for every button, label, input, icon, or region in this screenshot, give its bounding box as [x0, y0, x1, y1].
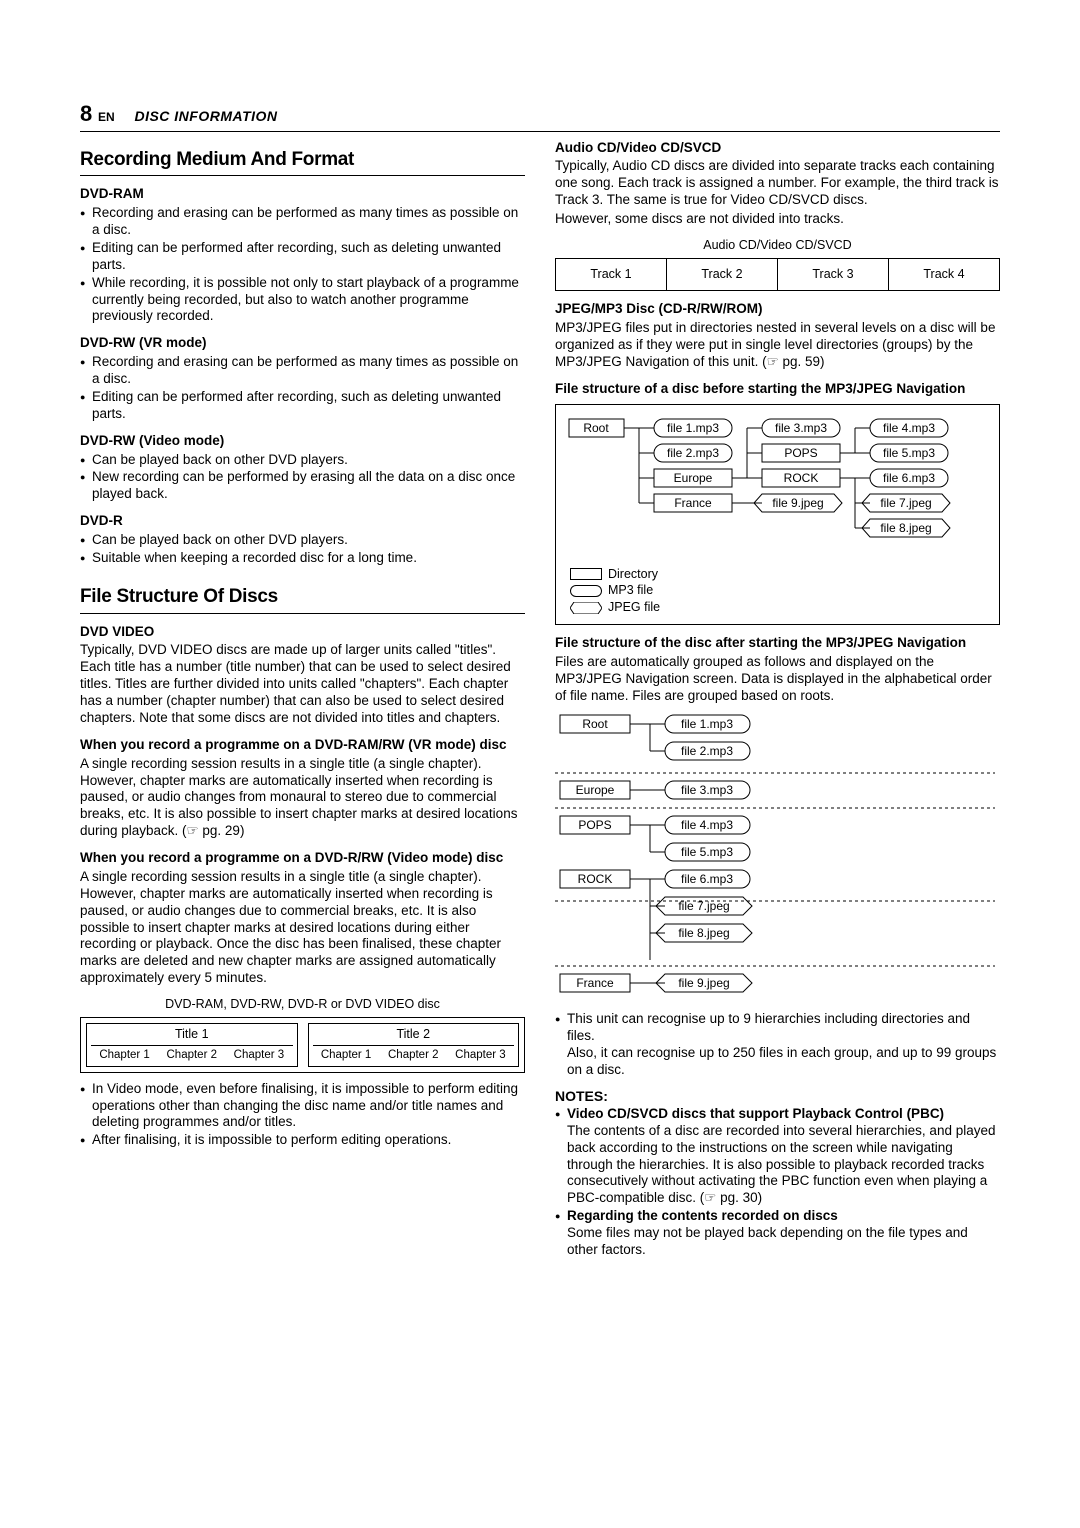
chapter-label: Chapter 2 [380, 1045, 447, 1062]
svg-text:file 2.mp3: file 2.mp3 [681, 744, 733, 758]
svg-text:file 2.mp3: file 2.mp3 [667, 446, 719, 460]
audio-body1: Typically, Audio CD discs are divided in… [555, 158, 1000, 209]
chapter-label: Chapter 3 [447, 1045, 514, 1062]
track-label: Track 1 [556, 259, 666, 291]
svg-text:file 6.mp3: file 6.mp3 [681, 872, 733, 886]
legend-mp3: MP3 file [570, 583, 991, 599]
file-structure-title: File Structure Of Discs [80, 585, 525, 614]
list-item: In Video mode, even before finalising, i… [80, 1081, 525, 1132]
list-item: Editing can be performed after recording… [80, 389, 525, 423]
dvdvideo-body: Typically, DVD VIDEO discs are made up o… [80, 642, 525, 726]
list-item: While recording, it is possible not only… [80, 275, 525, 326]
svg-text:file 3.mp3: file 3.mp3 [681, 783, 733, 797]
dvdram-head: DVD-RAM [80, 186, 525, 203]
recording-medium-title: Recording Medium And Format [80, 148, 525, 177]
tree-svg: Root file 1.mp3 file 2.mp3 Europe France [564, 413, 984, 563]
svg-text:file 8.jpeg: file 8.jpeg [678, 926, 729, 940]
page-header: 8 EN DISC INFORMATION [80, 100, 1000, 132]
struct-before-head: File structure of a disc before starting… [555, 381, 1000, 398]
section-label: DISC INFORMATION [134, 108, 277, 124]
svg-text:Root: Root [583, 421, 609, 435]
svg-text:Root: Root [582, 717, 608, 731]
svg-text:file 3.mp3: file 3.mp3 [775, 421, 827, 435]
audio-body2: However, some discs are not divided into… [555, 211, 1000, 228]
jpeg-mp3-body: MP3/JPEG files put in directories nested… [555, 320, 1000, 371]
track-diag-caption: Audio CD/Video CD/SVCD [555, 238, 1000, 254]
list-item: Recording and erasing can be performed a… [80, 205, 525, 239]
legend-jpeg: JPEG file [570, 600, 991, 616]
post-notes-list: In Video mode, even before finalising, i… [80, 1081, 525, 1150]
svg-text:file 4.mp3: file 4.mp3 [883, 421, 935, 435]
dvdrw-video-head: DVD-RW (Video mode) [80, 433, 525, 450]
chapter-label: Chapter 2 [158, 1045, 225, 1062]
disc-diag-caption: DVD-RAM, DVD-RW, DVD-R or DVD VIDEO disc [80, 997, 525, 1013]
list-item: Regarding the contents recorded on discs… [555, 1208, 1000, 1259]
svg-text:file 7.jpeg: file 7.jpeg [678, 899, 729, 913]
svg-text:file 6.mp3: file 6.mp3 [883, 471, 935, 485]
dvdr-list: Can be played back on other DVD players.… [80, 532, 525, 567]
track-label: Track 2 [666, 259, 777, 291]
svg-text:file 4.mp3: file 4.mp3 [681, 818, 733, 832]
svg-text:file 9.jpeg: file 9.jpeg [678, 976, 729, 990]
track-label: Track 4 [888, 259, 999, 291]
chapter-label: Chapter 1 [91, 1045, 158, 1062]
notes-list: Video CD/SVCD discs that support Playbac… [555, 1106, 1000, 1259]
svg-text:ROCK: ROCK [578, 872, 613, 886]
svg-text:file 1.mp3: file 1.mp3 [681, 717, 733, 731]
disc-diagram: Title 1 Chapter 1 Chapter 2 Chapter 3 Ti… [80, 1017, 525, 1073]
file-structure-before-diagram: Root file 1.mp3 file 2.mp3 Europe France [555, 404, 1000, 626]
hier-list: This unit can recognise up to 9 hierarch… [555, 1011, 1000, 1079]
page-number: 8 [80, 101, 92, 126]
chapter-label: Chapter 3 [225, 1045, 292, 1062]
jpeg-mp3-head: JPEG/MP3 Disc (CD-R/RW/ROM) [555, 301, 1000, 318]
svg-text:France: France [674, 496, 712, 510]
list-item: Can be played back on other DVD players. [80, 532, 525, 549]
svg-text:file 7.jpeg: file 7.jpeg [880, 496, 931, 510]
svg-text:file 5.mp3: file 5.mp3 [883, 446, 935, 460]
list-item: Video CD/SVCD discs that support Playbac… [555, 1106, 1000, 1207]
legend-directory: Directory [570, 567, 991, 583]
title1-label: Title 1 [91, 1027, 293, 1043]
record-vid-head: When you record a programme on a DVD-R/R… [80, 850, 525, 867]
list-item: Suitable when keeping a recorded disc fo… [80, 550, 525, 567]
svg-text:file 8.jpeg: file 8.jpeg [880, 521, 931, 535]
track-diagram: Track 1 Track 2 Track 3 Track 4 [555, 258, 1000, 292]
record-vid-body: A single recording session results in a … [80, 869, 525, 987]
svg-text:France: France [576, 976, 614, 990]
svg-text:Europe: Europe [576, 783, 615, 797]
svg-text:Europe: Europe [674, 471, 713, 485]
dvdrw-vr-list: Recording and erasing can be performed a… [80, 354, 525, 423]
after-tree-svg: Root file 1.mp3 file 2.mp3 Europe file 3… [555, 711, 995, 1001]
track-label: Track 3 [777, 259, 888, 291]
list-item: New recording can be performed by erasin… [80, 469, 525, 503]
svg-text:file 5.mp3: file 5.mp3 [681, 845, 733, 859]
dvdvideo-head: DVD VIDEO [80, 624, 525, 641]
svg-text:file 9.jpeg: file 9.jpeg [772, 496, 823, 510]
record-vr-body: A single recording session results in a … [80, 756, 525, 840]
title2-label: Title 2 [313, 1027, 515, 1043]
list-item: This unit can recognise up to 9 hierarch… [555, 1011, 1000, 1079]
dvdr-head: DVD-R [80, 513, 525, 530]
svg-text:POPS: POPS [784, 446, 817, 460]
dvdrw-vr-head: DVD-RW (VR mode) [80, 335, 525, 352]
left-column: Recording Medium And Format DVD-RAM Reco… [80, 140, 525, 1260]
svg-text:ROCK: ROCK [784, 471, 819, 485]
svg-text:file 1.mp3: file 1.mp3 [667, 421, 719, 435]
list-item: After finalising, it is impossible to pe… [80, 1132, 525, 1149]
list-item: Can be played back on other DVD players. [80, 452, 525, 469]
list-item: Editing can be performed after recording… [80, 240, 525, 274]
chapter-label: Chapter 1 [313, 1045, 380, 1062]
svg-text:POPS: POPS [578, 818, 611, 832]
lang-code: EN [98, 110, 115, 124]
dvdrw-video-list: Can be played back on other DVD players.… [80, 452, 525, 504]
struct-after-body: Files are automatically grouped as follo… [555, 654, 1000, 705]
notes-head: NOTES: [555, 1088, 1000, 1106]
audio-cd-head: Audio CD/Video CD/SVCD [555, 140, 1000, 157]
file-structure-after-diagram: Root file 1.mp3 file 2.mp3 Europe file 3… [555, 711, 1000, 1001]
list-item: Recording and erasing can be performed a… [80, 354, 525, 388]
struct-after-head: File structure of the disc after startin… [555, 635, 1000, 652]
record-vr-head: When you record a programme on a DVD-RAM… [80, 737, 525, 754]
dvdram-list: Recording and erasing can be performed a… [80, 205, 525, 325]
right-column: Audio CD/Video CD/SVCD Typically, Audio … [555, 140, 1000, 1260]
